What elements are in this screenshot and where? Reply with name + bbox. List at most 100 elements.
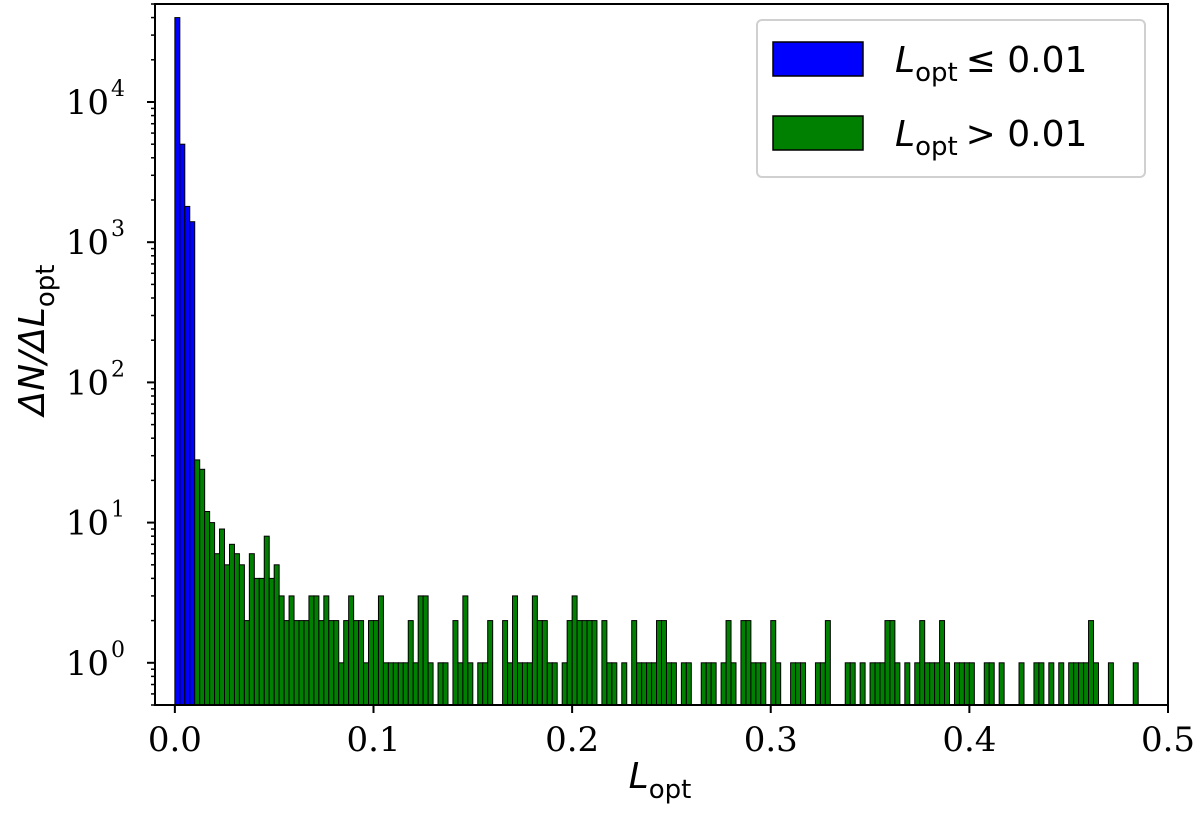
- bar-high-94: [661, 620, 667, 706]
- bar-low-0: [174, 17, 181, 706]
- bar-high-75: [566, 620, 573, 706]
- bar-high-3: [209, 522, 216, 706]
- bar-high-180: [1088, 620, 1095, 706]
- bar-high-76: [571, 595, 578, 706]
- bar-high-65: [517, 662, 523, 706]
- bar-high-19: [288, 595, 295, 706]
- bar-high-7: [228, 543, 235, 706]
- bar-high-148: [929, 662, 936, 706]
- bar-high-10: [243, 620, 250, 706]
- bar-high-179: [1083, 662, 1090, 706]
- bar-high-131: [844, 662, 851, 706]
- bar-high-98: [680, 662, 687, 706]
- legend: Lopt ≤ 0.01 Lopt > 0.01: [756, 19, 1146, 178]
- bar-high-150: [939, 620, 946, 706]
- bar-high-2: [204, 510, 211, 706]
- bar-high-141: [894, 662, 901, 706]
- bar-high-174: [1058, 662, 1065, 706]
- bar-high-14: [263, 535, 270, 706]
- y-tick-exponent-1: 1: [111, 498, 125, 523]
- bar-high-43: [407, 620, 414, 706]
- x-tick-label-5: 0.5: [1141, 720, 1195, 760]
- bar-high-12: [253, 577, 260, 706]
- bar-high-169: [1033, 662, 1040, 706]
- bar-high-62: [502, 620, 509, 706]
- bar-high-84: [611, 662, 618, 706]
- y-axis-label: ΔN/ΔLopt: [12, 265, 61, 419]
- bar-high-181: [1093, 662, 1099, 706]
- bar-high-4: [214, 553, 221, 706]
- y-tick-label-3: 10: [66, 223, 109, 263]
- bar-high-70: [541, 620, 548, 706]
- bar-high-151: [944, 662, 951, 706]
- bar-high-112: [750, 662, 757, 706]
- x-tick-label-1: 0.1: [346, 720, 400, 760]
- bar-high-66: [521, 662, 528, 706]
- bar-high-83: [606, 662, 613, 706]
- y-tick-exponent-0: 0: [111, 638, 125, 663]
- y-tick-label-2: 10: [66, 363, 109, 403]
- bar-high-27: [328, 620, 335, 706]
- bar-high-54: [462, 595, 469, 706]
- bar-high-49: [437, 662, 444, 706]
- bar-high-147: [924, 662, 931, 706]
- bar-high-1: [199, 468, 206, 706]
- bar-high-134: [859, 662, 866, 706]
- bar-high-178: [1078, 662, 1085, 706]
- bar-high-34: [363, 662, 370, 706]
- bar-high-117: [775, 662, 782, 706]
- bar-high-46: [422, 595, 429, 706]
- bar-high-155: [963, 662, 970, 706]
- bar-high-78: [581, 620, 588, 706]
- bar-high-121: [795, 662, 802, 706]
- bar-high-111: [745, 620, 752, 706]
- bar-high-159: [983, 662, 990, 706]
- bar-high-145: [914, 662, 921, 706]
- bar-high-120: [790, 662, 797, 706]
- bar-high-67: [526, 662, 533, 706]
- legend-entry-low: Lopt ≤ 0.01: [895, 40, 1087, 88]
- bar-high-138: [879, 662, 886, 706]
- bar-high-9: [238, 564, 245, 706]
- bar-high-146: [919, 620, 926, 706]
- bar-high-184: [1107, 662, 1114, 706]
- bar-high-137: [874, 662, 881, 706]
- bar-high-23: [308, 595, 315, 706]
- bar-high-53: [457, 662, 464, 706]
- bar-high-162: [998, 662, 1005, 706]
- bar-high-26: [323, 595, 330, 706]
- bar-high-99: [685, 662, 692, 706]
- bar-high-110: [740, 620, 747, 706]
- x-tick-label-3: 0.3: [744, 720, 798, 760]
- x-axis-label: Lopt: [629, 756, 692, 805]
- bar-high-189: [1132, 662, 1139, 706]
- bar-high-116: [770, 620, 777, 706]
- bar-high-74: [561, 662, 568, 706]
- bar-high-132: [849, 662, 856, 706]
- bar-high-139: [884, 620, 891, 706]
- bar-high-86: [621, 662, 628, 706]
- bar-high-42: [402, 662, 409, 706]
- bar-high-122: [800, 662, 807, 706]
- legend-entry-high: Lopt > 0.01: [895, 114, 1087, 162]
- y-tick-exponent-3: 3: [111, 217, 125, 242]
- y-tick-exponent-2: 2: [111, 357, 125, 382]
- bar-high-22: [303, 620, 310, 706]
- histogram-bars: [174, 17, 1139, 706]
- bar-high-55: [467, 662, 474, 706]
- bar-high-91: [646, 662, 653, 706]
- bar-high-156: [968, 662, 975, 706]
- legend-swatch-high: [772, 115, 864, 151]
- bar-high-140: [889, 620, 896, 706]
- bar-high-16: [273, 564, 280, 706]
- bar-high-40: [392, 662, 399, 706]
- bar-high-149: [934, 662, 941, 706]
- bar-high-33: [358, 620, 365, 706]
- x-axis: 0.0 0.1 0.2 0.3 0.4 0.5: [148, 705, 1195, 760]
- bar-high-89: [636, 662, 643, 706]
- bar-high-17: [278, 595, 285, 706]
- bar-high-69: [536, 620, 543, 706]
- bar-low-1: [179, 143, 186, 706]
